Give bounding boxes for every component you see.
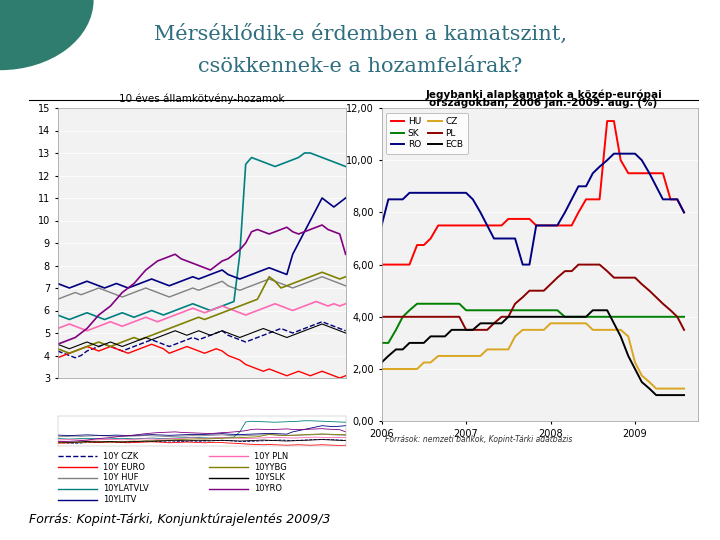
Text: Jegybanki alapkamatok a közép-európai: Jegybanki alapkamatok a közép-európai [426,90,662,100]
Text: csökkennek-e a hozamfelárak?: csökkennek-e a hozamfelárak? [198,57,522,76]
Text: 10YLITV: 10YLITV [103,495,136,504]
Text: 10YSLK: 10YSLK [254,474,285,482]
Text: 10YLATVLV: 10YLATVLV [103,484,149,493]
Text: 10Y PLN: 10Y PLN [254,452,289,461]
Text: Forrás: Kopint-Tárki, Konjunktúrajelentés 2009/3: Forrás: Kopint-Tárki, Konjunktúrajelenté… [29,514,330,526]
Text: országokban, 2006 jan.-2009. aug. (%): országokban, 2006 jan.-2009. aug. (%) [429,98,658,108]
Text: 10Y HUF: 10Y HUF [103,474,138,482]
Text: Mérséklődik-e érdemben a kamatszint,: Mérséklődik-e érdemben a kamatszint, [153,24,567,44]
Text: 10Y CZK: 10Y CZK [103,452,138,461]
Text: 10Y EURO: 10Y EURO [103,463,145,471]
Title: 10 éves államkötvény-hozamok: 10 éves államkötvény-hozamok [119,94,284,104]
Text: Források: nemzeti bankok, Kopint-Tárki adatbázis: Források: nemzeti bankok, Kopint-Tárki a… [385,435,572,444]
Legend: HU, SK, RO, CZ, PL, ECB: HU, SK, RO, CZ, PL, ECB [386,112,468,154]
Text: 10YYBG: 10YYBG [254,463,287,471]
Text: 10YRO: 10YRO [254,484,282,493]
